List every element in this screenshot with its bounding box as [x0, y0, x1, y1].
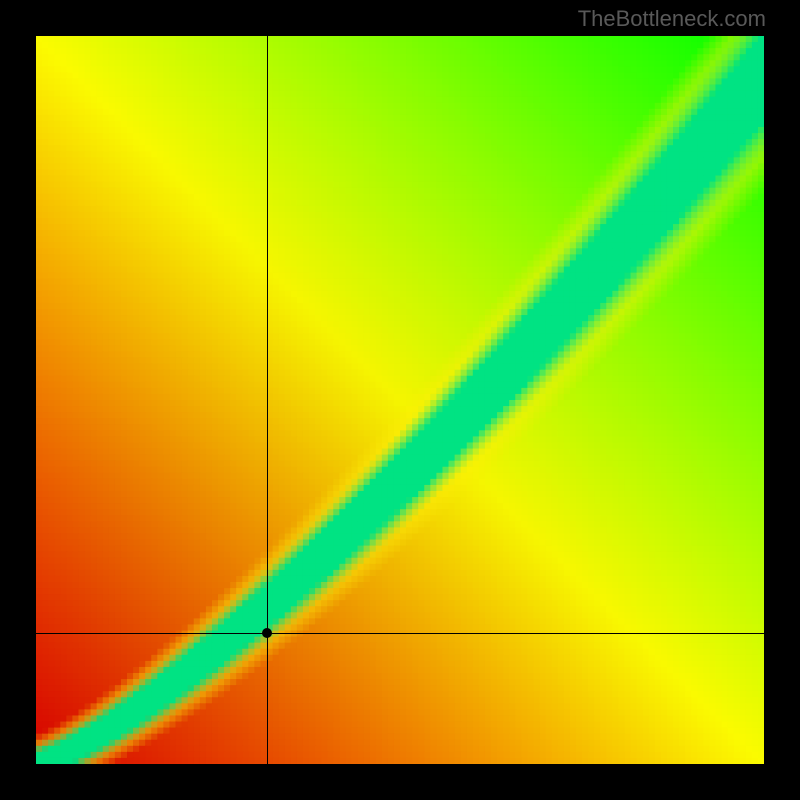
- heatmap-canvas: [36, 36, 764, 764]
- crosshair-vertical: [267, 36, 268, 764]
- crosshair-marker: [262, 628, 272, 638]
- heatmap-plot: [36, 36, 764, 764]
- watermark-text: TheBottleneck.com: [578, 6, 766, 32]
- crosshair-horizontal: [36, 633, 764, 634]
